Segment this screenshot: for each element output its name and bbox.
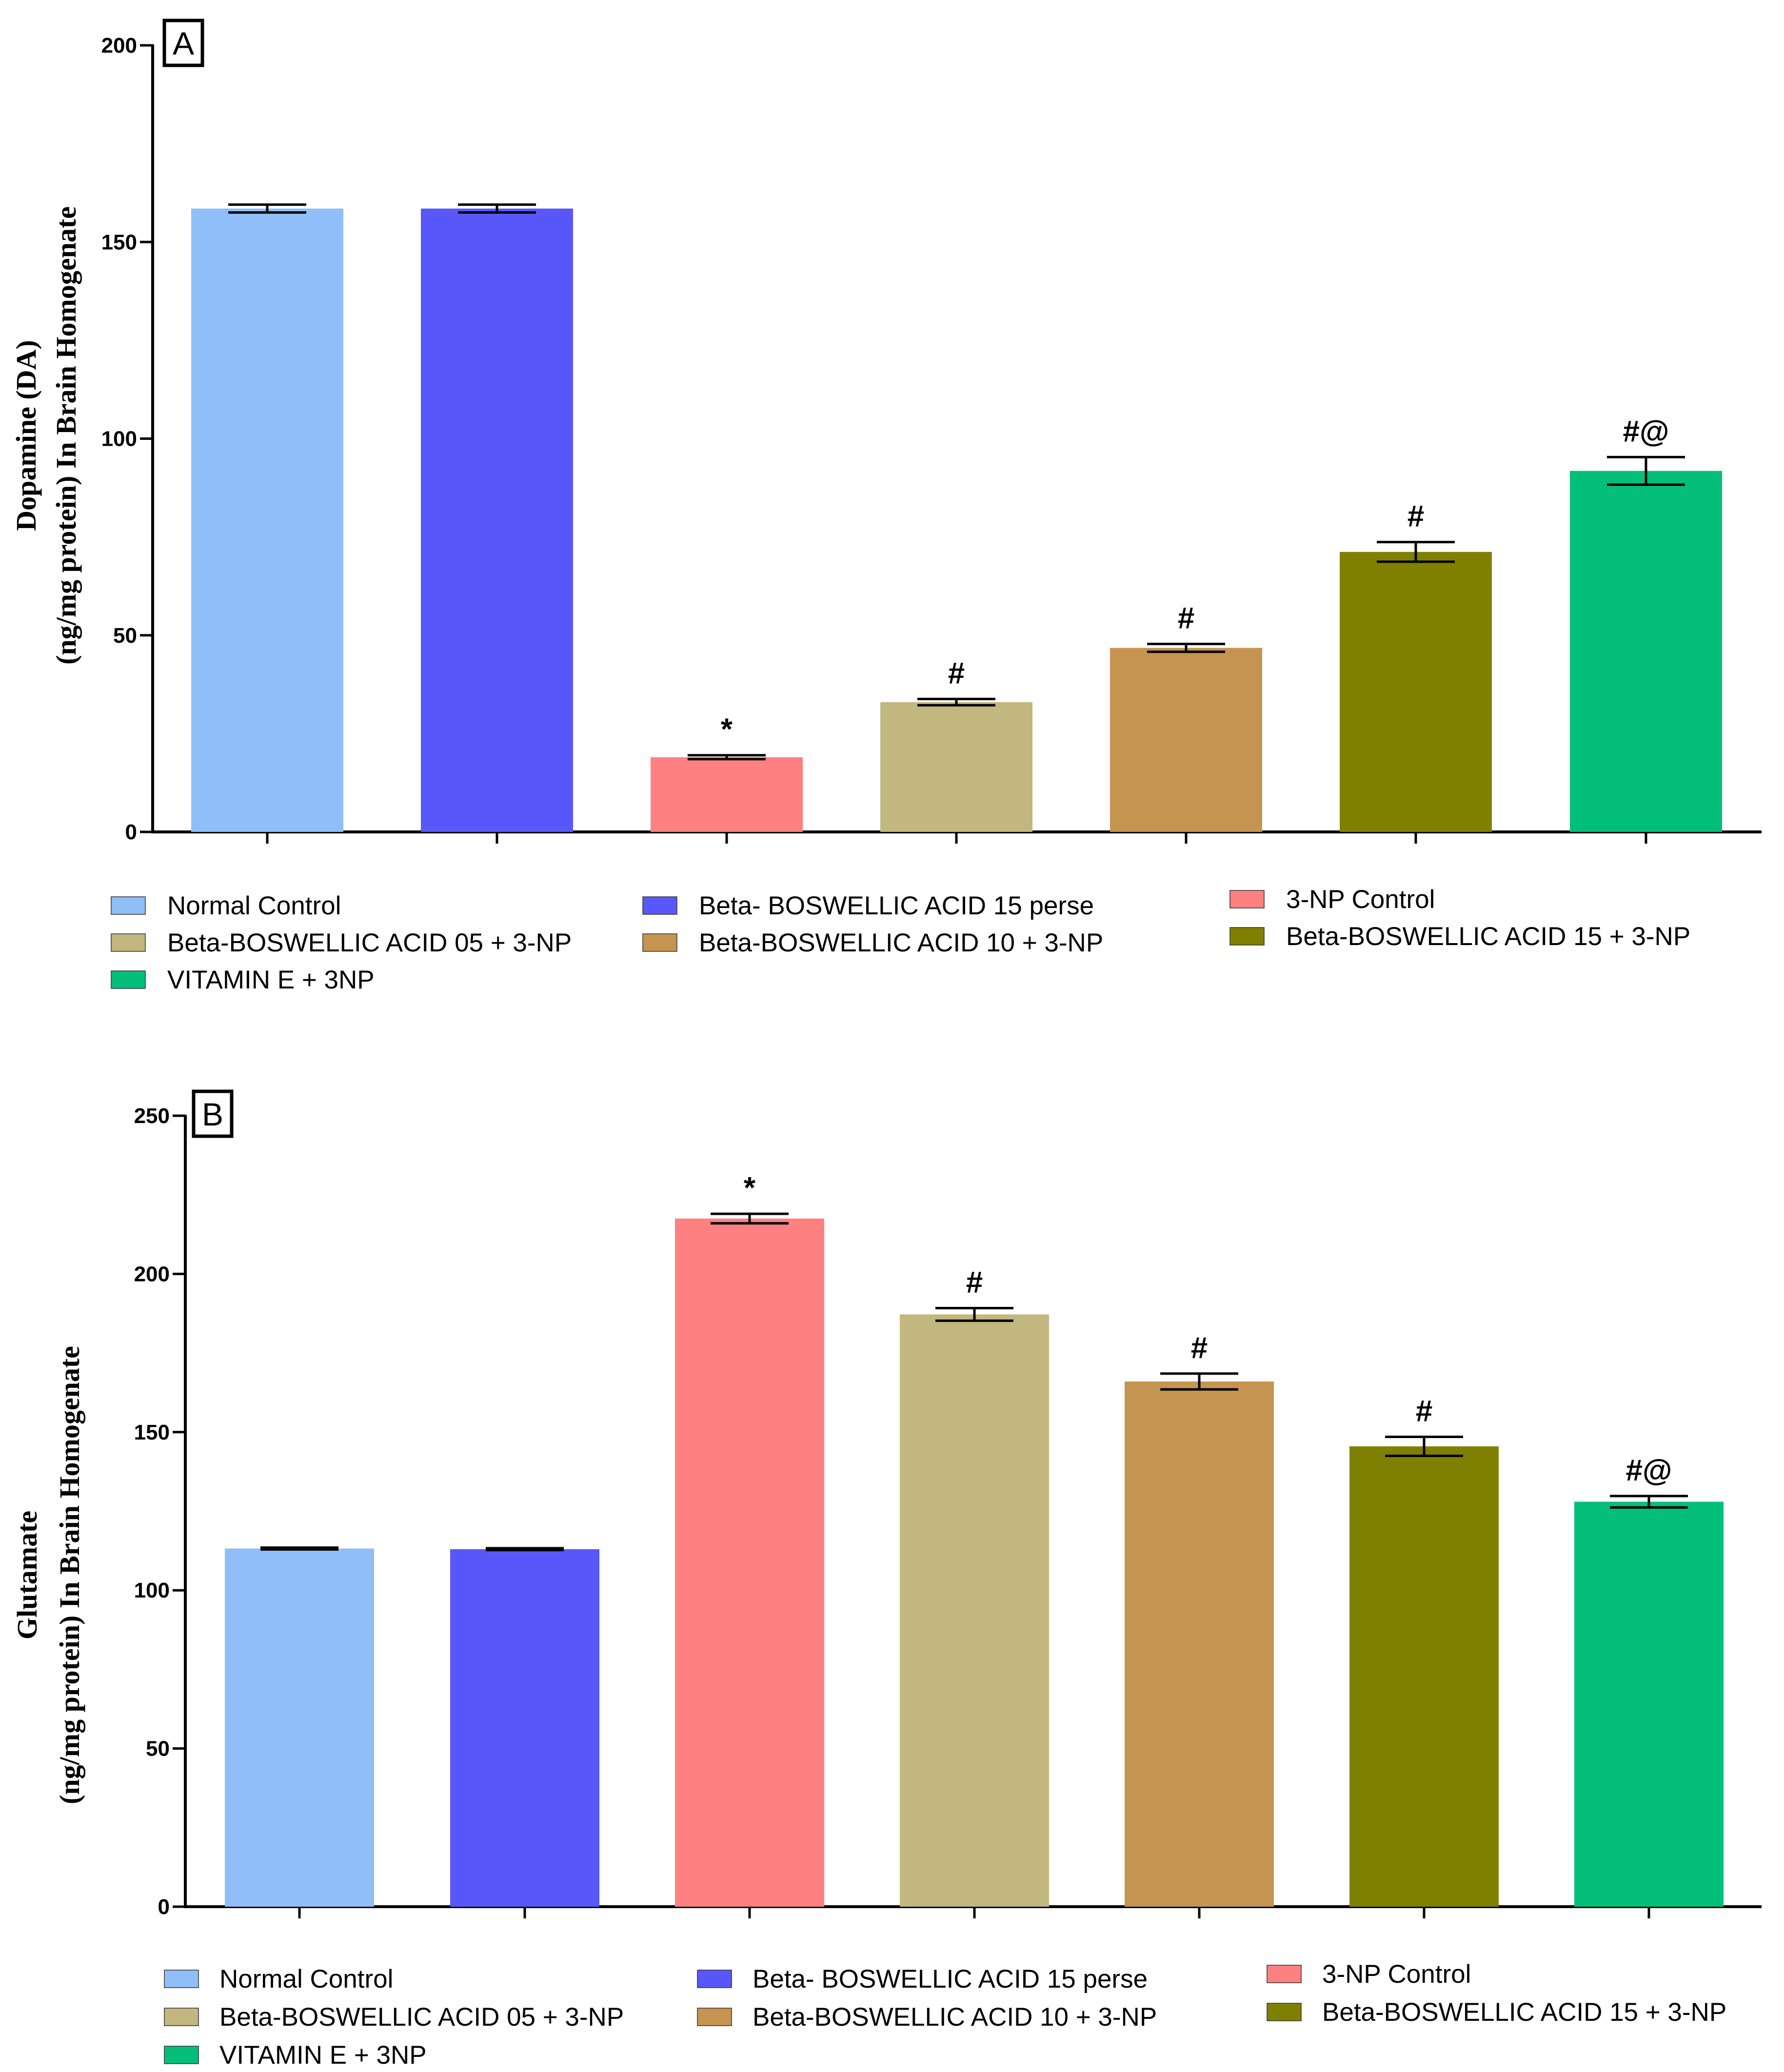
y-axis-title-line2: (ng/mg protein) In Brain Homogenate xyxy=(50,206,82,665)
legend-swatch xyxy=(1267,2003,1302,2021)
legend-label: Beta-BOSWELLIC ACID 15 + 3-NP xyxy=(1322,1998,1726,2027)
significance-marker: # xyxy=(1191,1331,1208,1365)
significance-marker: # xyxy=(948,656,965,690)
bar xyxy=(1125,1381,1274,1907)
legend-label: 3-NP Control xyxy=(1322,1960,1471,1989)
panel-label: A xyxy=(173,25,194,61)
y-tick-label: 150 xyxy=(101,230,137,254)
significance-marker: #@ xyxy=(1626,1454,1672,1487)
bar xyxy=(1340,552,1492,832)
y-axis-title-line1: Glutamate xyxy=(11,1511,43,1639)
legend-swatch xyxy=(164,2008,199,2026)
y-tick-label: 0 xyxy=(158,1895,170,1919)
legend-label: Normal Control xyxy=(219,1965,393,1993)
legend-swatch xyxy=(111,896,146,915)
y-axis-title-line1: Dopamine (DA) xyxy=(10,340,42,531)
significance-marker: # xyxy=(1407,500,1424,533)
bar xyxy=(450,1549,599,1907)
y-axis-title: Dopamine (DA) (ng/mg protein) In Brain Ho… xyxy=(10,206,82,665)
y-tick-label: 0 xyxy=(125,820,137,844)
y-tick-label: 100 xyxy=(101,427,137,451)
legend-swatch xyxy=(697,1970,732,1988)
legend-label: VITAMIN E + 3NP xyxy=(167,966,375,994)
bar xyxy=(1570,471,1722,832)
panel-b-glutamate-chart: 0 50 100 150 200 250 Glutamate (ng/mg protein) … xyxy=(0,1039,1784,2072)
legend-swatch xyxy=(1229,890,1265,908)
legend-swatch xyxy=(697,2008,732,2026)
legend-label: Normal Control xyxy=(167,891,341,920)
y-tick-label: 50 xyxy=(113,624,137,648)
y-tick-label: 200 xyxy=(101,34,137,58)
bar xyxy=(1110,648,1262,832)
y-tick-label: 250 xyxy=(134,1104,170,1128)
bar xyxy=(191,208,343,832)
legend-label: Beta-BOSWELLIC ACID 05 + 3-NP xyxy=(219,2003,624,2032)
dopamine-bar-chart: 0 50 100 150 200 Dopamine (DA) (ng/mg protein)… xyxy=(10,19,1762,994)
significance-marker: # xyxy=(1416,1395,1432,1428)
panel-label-box xyxy=(162,19,204,67)
bar xyxy=(1349,1446,1499,1907)
y-tick-label: 100 xyxy=(134,1579,170,1602)
y-tick-label: 200 xyxy=(134,1262,170,1286)
significance-marker: * xyxy=(744,1171,756,1205)
y-tick-label: 150 xyxy=(134,1421,170,1444)
significance-marker: # xyxy=(1178,601,1194,635)
legend-label: Beta-BOSWELLIC ACID 10 + 3-NP xyxy=(699,928,1103,957)
legend-label: Beta-BOSWELLIC ACID 05 + 3-NP xyxy=(167,928,572,957)
legend-swatch xyxy=(164,2046,199,2064)
legend-swatch xyxy=(642,896,677,915)
significance-marker: * xyxy=(721,713,733,747)
legend-swatch xyxy=(1267,1965,1302,1983)
legend-swatch xyxy=(111,933,146,952)
legend-label: 3-NP Control xyxy=(1286,885,1435,914)
legend-swatch xyxy=(164,1970,199,1988)
panel-a-dopamine-chart: 0 50 100 150 200 Dopamine (DA) (ng/mg protein)… xyxy=(10,19,1762,994)
y-axis-title: Glutamate (ng/mg protein) In Brain Homoge… xyxy=(11,1346,85,1804)
legend-label: Beta- BOSWELLIC ACID 15 perse xyxy=(753,1965,1148,1993)
bar xyxy=(880,702,1032,832)
legend-label: Beta- BOSWELLIC ACID 15 perse xyxy=(699,891,1094,920)
panel-label: B xyxy=(202,1096,223,1132)
y-tick-label: 50 xyxy=(146,1737,170,1761)
panel-label-box xyxy=(192,1089,234,1138)
glutamate-bar-chart: 0 50 100 150 200 250 Glutamate (ng/mg protein) … xyxy=(11,1089,1762,2070)
significance-marker: #@ xyxy=(1623,414,1669,448)
bar xyxy=(900,1314,1049,1907)
bar xyxy=(1574,1501,1724,1907)
bar xyxy=(651,757,803,832)
significance-marker: # xyxy=(966,1265,983,1299)
legend-swatch xyxy=(1229,927,1265,946)
legend-label: Beta-BOSWELLIC ACID 10 + 3-NP xyxy=(753,2003,1157,2032)
legend-label: Beta-BOSWELLIC ACID 15 + 3-NP xyxy=(1286,922,1690,951)
bar xyxy=(421,208,573,832)
legend-label: VITAMIN E + 3NP xyxy=(219,2041,427,2070)
y-axis-title-line2: (ng/mg protein) In Brain Homogenate xyxy=(54,1346,85,1804)
bar xyxy=(225,1548,374,1907)
legend-swatch xyxy=(111,970,146,989)
bar xyxy=(675,1218,824,1907)
legend-swatch xyxy=(642,933,677,952)
